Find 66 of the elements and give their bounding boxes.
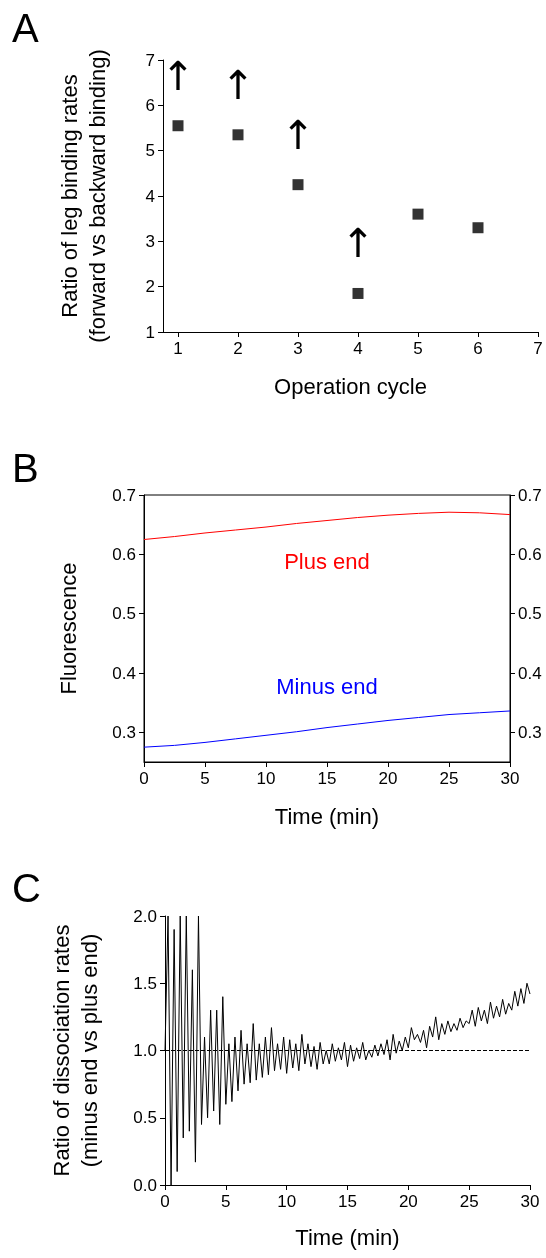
- annotation: ↑: [161, 52, 195, 99]
- x-axis-title: Operation cycle: [274, 373, 427, 399]
- x-axis-title: Time (min): [274, 803, 380, 829]
- x-tick-label: 20: [398, 1192, 418, 1211]
- x-tick-label: 5: [413, 339, 423, 358]
- y-tick-label: 1.5: [133, 973, 157, 993]
- y-tick-label: 6: [145, 95, 155, 115]
- y-tick-label: 4: [145, 186, 155, 206]
- line-series: [143, 710, 511, 748]
- y-tick-label: 0.7: [112, 485, 136, 505]
- x-tick-label: 4: [353, 339, 363, 358]
- x-axis-title: Time (min): [295, 1224, 400, 1250]
- y2-tick-label: 0.3: [518, 722, 542, 742]
- x-tick-label: 10: [256, 769, 276, 788]
- y-tick-label: 0.3: [112, 722, 136, 742]
- point: [172, 120, 184, 132]
- point: [352, 287, 364, 299]
- x-tick-label: 1: [173, 339, 183, 358]
- y-tick-label: 3: [145, 231, 155, 251]
- y-axis-title: Ratio of dissociation rates (minus end vs plus end): [48, 924, 102, 1177]
- x-tick-label: 30: [520, 1192, 540, 1211]
- y-tick-label: 2: [145, 277, 155, 297]
- x-tick-label: 25: [459, 1192, 479, 1211]
- series-label: Minus end: [276, 674, 378, 700]
- x-tick-label: 20: [378, 769, 398, 788]
- x-tick-label: 25: [439, 769, 459, 788]
- chart-title: C: [12, 866, 41, 910]
- y-tick-label: 0.6: [112, 544, 136, 564]
- point: [232, 129, 244, 141]
- y-tick-label: 5: [145, 141, 155, 161]
- y-tick-label: 1: [145, 322, 155, 342]
- series-label: Plus end: [284, 549, 370, 575]
- y2-tick-label: 0.6: [518, 544, 542, 564]
- point: [412, 208, 424, 220]
- x-tick-label: 0: [160, 1192, 170, 1211]
- y-tick-label: 0.0: [133, 1175, 157, 1195]
- y2-tick-label: 0.5: [518, 604, 542, 624]
- y-axis-title: Fluorescence: [55, 562, 81, 695]
- y2-tick-label: 0.4: [518, 663, 542, 683]
- y-tick-label: 7: [145, 50, 155, 70]
- x-tick-label: 5: [221, 1192, 231, 1211]
- y-tick-label: 2.0: [133, 906, 157, 926]
- annotation: ↑: [221, 61, 255, 108]
- y-tick-label: 0.5: [133, 1108, 157, 1128]
- annotation: ↑: [341, 220, 375, 267]
- y-tick-label: 1.0: [133, 1041, 157, 1060]
- y-axis-title: Ratio of leg binding rates (forward vs backward binding): [56, 49, 110, 343]
- x-tick-label: 15: [338, 1192, 357, 1211]
- x-tick-label: 6: [473, 339, 483, 358]
- line-series: [143, 511, 511, 540]
- point: [292, 179, 304, 191]
- chart-title: A: [12, 6, 39, 50]
- y2-tick-label: 0.7: [518, 485, 542, 505]
- x-tick-label: 10: [277, 1192, 297, 1211]
- x-tick-label: 30: [500, 769, 520, 788]
- annotation: ↑: [281, 111, 315, 158]
- x-tick-label: 15: [317, 769, 337, 788]
- x-tick-label: 3: [293, 339, 303, 358]
- x-tick-label: 0: [139, 769, 149, 788]
- y-tick-label: 0.5: [112, 604, 136, 624]
- y-tick-label: 0.4: [112, 663, 136, 683]
- point: [472, 222, 484, 234]
- x-tick-label: 5: [200, 769, 210, 788]
- x-tick-label: 2: [233, 339, 243, 358]
- chart-title: B: [12, 446, 39, 490]
- x-tick-label: 7: [533, 339, 543, 358]
